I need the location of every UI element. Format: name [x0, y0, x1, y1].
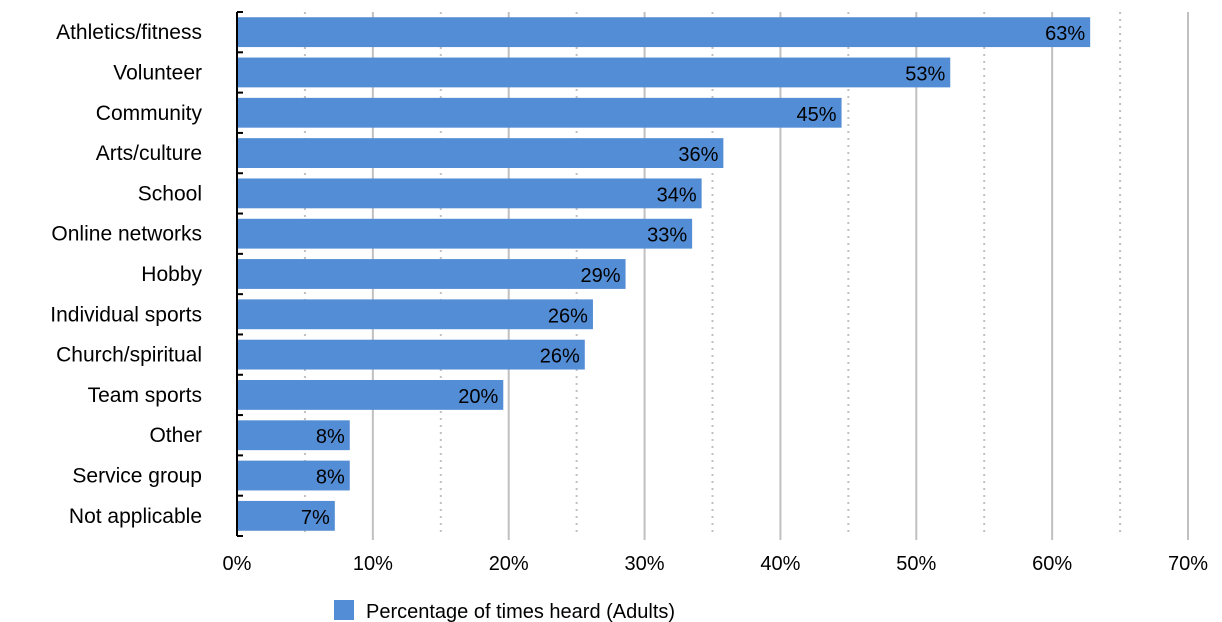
bar — [237, 500, 335, 531]
data-label: 33% — [647, 225, 687, 247]
bar — [237, 218, 693, 249]
x-tick-label: 0% — [223, 553, 252, 575]
bar — [237, 460, 350, 491]
category-label: Online networks — [51, 223, 202, 246]
bar — [237, 178, 702, 209]
x-tick-label: 10% — [353, 553, 393, 575]
data-label: 7% — [301, 507, 330, 529]
bar — [237, 339, 585, 370]
category-label: Not applicable — [69, 505, 202, 528]
category-label: School — [138, 182, 202, 205]
x-tick-label: 70% — [1168, 553, 1208, 575]
x-tick-label: 20% — [489, 553, 529, 575]
bar — [237, 17, 1091, 48]
data-label: 26% — [548, 305, 588, 327]
x-tick-label: 40% — [760, 553, 800, 575]
category-label: Individual sports — [50, 303, 202, 326]
bar — [237, 299, 593, 330]
category-label: Volunteer — [113, 61, 202, 84]
data-label: 53% — [905, 63, 945, 85]
bar — [237, 138, 724, 168]
bar — [237, 259, 626, 289]
bar — [237, 57, 951, 88]
data-label: 8% — [316, 426, 345, 448]
y-axis — [236, 11, 243, 537]
category-label: Community — [96, 102, 203, 125]
category-label: Athletics/fitness — [56, 21, 202, 44]
data-label: 36% — [678, 144, 718, 166]
legend-swatch — [334, 600, 354, 620]
category-label: Hobby — [141, 263, 202, 286]
data-label: 26% — [540, 346, 580, 368]
bars — [237, 17, 1091, 531]
labels: 0% 10% 20% 30% 40% 50% 60% 70% Athletics/fitness… — [50, 21, 1208, 575]
data-label: 63% — [1045, 23, 1085, 45]
category-label: Arts/culture — [96, 142, 202, 165]
x-tick-label: 60% — [1032, 553, 1072, 575]
data-label: 34% — [657, 184, 697, 206]
category-label: Team sports — [88, 384, 202, 407]
data-label: 45% — [797, 104, 837, 126]
bar — [237, 97, 842, 128]
legend-label: Percentage of times heard (Adults) — [366, 601, 675, 622]
data-label: 8% — [316, 467, 345, 489]
bar — [237, 380, 504, 410]
category-label: Church/spiritual — [56, 344, 202, 367]
legend: Percentage of times heard (Adults) — [334, 600, 675, 622]
category-label: Other — [149, 424, 202, 447]
data-label: 20% — [458, 386, 498, 408]
data-label: 29% — [581, 265, 621, 287]
x-tick-label: 50% — [896, 553, 936, 575]
bar — [237, 420, 350, 451]
category-label: Service group — [72, 465, 202, 488]
x-tick-label: 30% — [625, 553, 665, 575]
